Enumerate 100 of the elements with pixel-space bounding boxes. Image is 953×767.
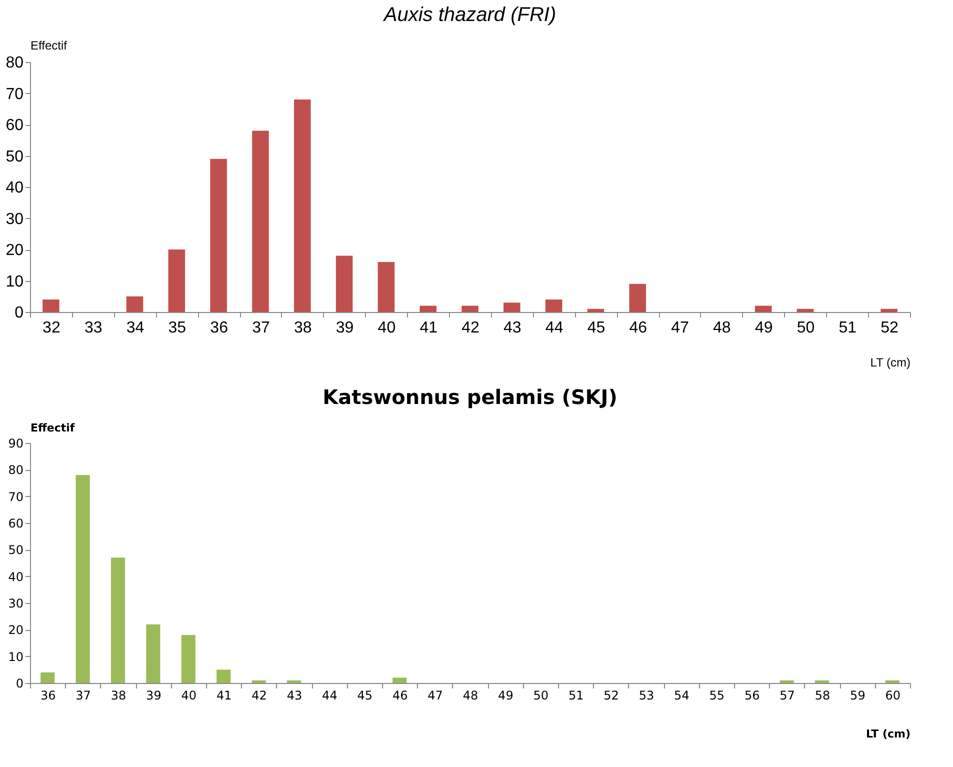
y-tick-label: 80 (6, 54, 24, 72)
bar (814, 680, 830, 683)
x-tick-label: 35 (168, 320, 186, 336)
x-tick-label: 47 (428, 688, 443, 702)
x-tick-label: 37 (252, 320, 270, 336)
x-tick-label: 46 (629, 320, 648, 336)
x-tick-label: 50 (796, 320, 815, 336)
x-tick-label: 38 (110, 688, 126, 702)
y-tick-label: 20 (8, 623, 24, 638)
x-tick-label: 45 (587, 320, 606, 336)
x-tick-label: 32 (42, 320, 60, 336)
x-tick-label: 47 (671, 320, 690, 336)
x-tick-label: 41 (216, 688, 232, 702)
x-tick-label: 37 (76, 688, 91, 702)
bar (168, 250, 186, 312)
x-tick-label: 59 (850, 688, 866, 702)
chart-title: Katswonnus pelamis (SKJ) (322, 385, 618, 409)
y-tick-label: 30 (8, 596, 24, 610)
bar (216, 670, 231, 683)
y-tick-label: 10 (6, 273, 24, 290)
x-tick-label: 57 (780, 688, 795, 702)
y-axis-title: Effectif (30, 422, 75, 434)
x-tick-label: 44 (322, 688, 338, 702)
bar (754, 306, 772, 312)
x-tick-label: 51 (568, 688, 584, 702)
x-tick-label: 54 (674, 688, 690, 702)
y-tick-label: 50 (6, 148, 24, 166)
bar (420, 306, 436, 312)
x-tick-label: 55 (709, 688, 725, 702)
x-tick-label: 45 (357, 688, 373, 702)
y-tick-label: 60 (8, 516, 24, 530)
x-tick-label: 40 (181, 688, 197, 702)
x-axis-title: LT (cm) (870, 356, 911, 370)
bar (76, 475, 90, 683)
bar (336, 256, 353, 312)
x-tick-label: 58 (814, 688, 830, 702)
x-tick-label: 49 (498, 688, 514, 702)
bar (378, 262, 395, 312)
x-tick-label: 48 (713, 320, 731, 336)
bar (294, 100, 311, 312)
x-tick-label: 52 (880, 320, 899, 336)
y-tick-label: 30 (6, 210, 24, 228)
bar (286, 680, 302, 683)
x-tick-label: 60 (885, 688, 901, 702)
bar (885, 680, 900, 683)
bar (252, 680, 266, 683)
bar (587, 308, 604, 312)
x-tick-label: 56 (744, 688, 760, 702)
bar (42, 300, 60, 312)
x-tick-label: 36 (210, 320, 228, 336)
x-tick-label: 53 (638, 688, 654, 702)
x-tick-label: 50 (533, 688, 549, 702)
x-tick-label: 39 (336, 320, 354, 336)
bar (545, 300, 562, 312)
x-tick-label: 33 (84, 320, 102, 336)
bar (40, 672, 55, 683)
bar (181, 635, 196, 683)
x-tick-label: 43 (504, 320, 522, 336)
x-tick-label: 46 (392, 688, 408, 702)
x-tick-label: 39 (146, 688, 162, 702)
bar (146, 624, 160, 683)
x-tick-label: 34 (126, 320, 144, 336)
x-tick-label: 41 (420, 320, 438, 336)
x-tick-label: 36 (40, 688, 56, 702)
bar (629, 284, 646, 312)
y-tick-label: 40 (8, 570, 24, 584)
y-tick-label: 60 (6, 117, 24, 134)
bar (110, 558, 126, 683)
y-tick-label: 40 (6, 180, 24, 196)
y-tick-label: 70 (8, 490, 24, 504)
x-tick-label: 49 (754, 320, 773, 336)
x-axis-title: LT (cm) (866, 728, 910, 740)
x-tick-label: 42 (252, 688, 267, 702)
x-tick-label: 44 (545, 320, 564, 336)
chart-title: Auxis thazard (FRI) (382, 4, 556, 26)
y-tick-label: 0 (14, 304, 24, 322)
y-tick-label: 80 (8, 463, 24, 478)
x-tick-label: 43 (286, 688, 302, 702)
bar (126, 296, 144, 312)
bar (504, 302, 520, 312)
x-tick-label: 40 (378, 320, 396, 336)
y-tick-label: 20 (6, 242, 24, 259)
x-tick-label: 52 (604, 688, 619, 702)
bar (462, 306, 478, 312)
bar (252, 130, 269, 312)
bar (796, 308, 814, 312)
bar (780, 680, 794, 683)
y-axis-title: Effectif (30, 38, 68, 52)
y-tick-label: 0 (16, 676, 24, 690)
y-tick-label: 70 (6, 86, 24, 103)
y-tick-label: 10 (8, 650, 24, 664)
y-tick-label: 90 (8, 436, 24, 450)
x-tick-label: 42 (462, 320, 480, 336)
bar (392, 678, 407, 683)
y-tick-label: 50 (8, 543, 24, 558)
bar (210, 158, 227, 312)
x-tick-label: 51 (838, 320, 857, 336)
x-tick-label: 38 (294, 320, 312, 336)
x-tick-label: 48 (462, 688, 478, 702)
bar (880, 308, 898, 312)
